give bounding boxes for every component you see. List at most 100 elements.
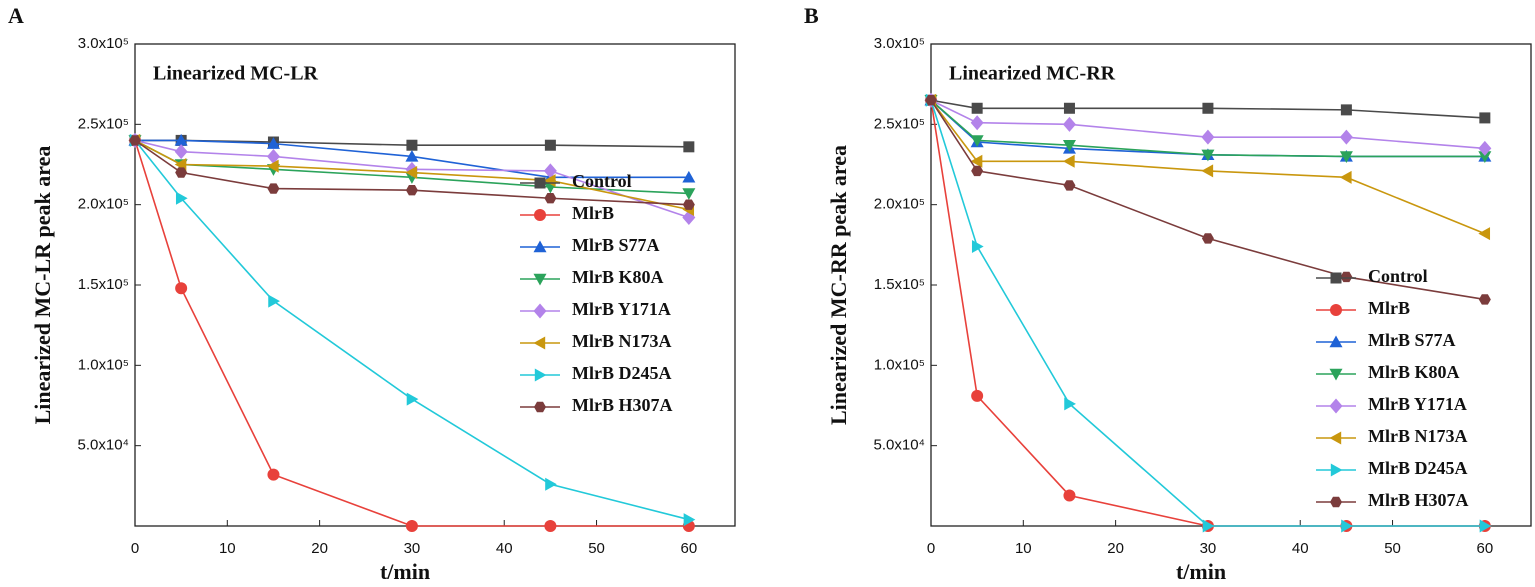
marker [405, 520, 418, 532]
marker [1062, 116, 1076, 132]
marker [543, 163, 557, 179]
y-tick-label: 1.0x10⁵ [78, 356, 129, 373]
marker [1201, 233, 1214, 244]
x-tick-label: 0 [927, 540, 935, 557]
legend-marker [1329, 431, 1342, 445]
marker [129, 135, 141, 146]
series-line [930, 99, 1485, 119]
annotation: Linearized MC-LR [153, 63, 319, 85]
marker [267, 468, 280, 481]
series-line [930, 99, 1485, 158]
x-tick-label: 40 [1292, 540, 1309, 557]
marker [1063, 180, 1076, 191]
legend-label: MlrB [572, 203, 614, 223]
x-tick-label: 20 [311, 540, 328, 557]
annotation: Linearized MC-RR [949, 63, 1116, 85]
legend-label: MlrB [1368, 298, 1410, 318]
marker [1202, 102, 1214, 114]
marker [1340, 271, 1353, 283]
marker [405, 166, 418, 180]
y-axis-label: Linearized MC-LR peak area [30, 146, 55, 425]
y-tick-label: 2.5x10⁵ [874, 115, 925, 132]
series-line [134, 139, 690, 211]
marker [405, 149, 419, 162]
series-line [134, 139, 690, 219]
marker [682, 170, 696, 183]
legend-marker [1329, 335, 1343, 348]
legend-label: MlrB S77A [572, 235, 660, 255]
series-line [930, 99, 1485, 301]
x-tick-label: 60 [681, 540, 698, 557]
marker [1478, 227, 1491, 241]
legend-marker [1329, 398, 1343, 414]
legend-label: MlrB N173A [1368, 426, 1467, 446]
marker [1063, 489, 1076, 502]
y-axis-label: Linearized MC-RR peak area [826, 145, 851, 425]
legend-label: MlrB S77A [1368, 330, 1456, 350]
marker [266, 159, 279, 173]
marker [1202, 519, 1215, 533]
marker [1339, 151, 1353, 163]
y-tick-label: 5.0x10⁴ [874, 437, 925, 454]
legend-marker [534, 368, 547, 382]
x-tick-label: 50 [1384, 540, 1401, 557]
y-tick-label: 1.5x10⁵ [78, 276, 129, 293]
marker [1479, 519, 1492, 533]
marker [543, 174, 556, 188]
marker [174, 144, 188, 160]
marker [1340, 104, 1352, 116]
y-tick-label: 5.0x10⁴ [78, 437, 129, 454]
legend-marker [1329, 368, 1343, 381]
y-tick-label: 2.0x10⁵ [78, 196, 129, 213]
marker [971, 165, 984, 177]
x-axis-label: t/min [380, 559, 430, 584]
x-tick-label: 10 [219, 540, 236, 557]
marker [1341, 519, 1353, 533]
series-line [930, 99, 1485, 150]
marker [682, 199, 695, 210]
marker [1201, 129, 1215, 145]
x-axis-label: t/min [1176, 559, 1226, 584]
legend-marker [533, 240, 547, 253]
marker [545, 477, 557, 491]
marker [544, 139, 556, 151]
legend-label: Control [1368, 266, 1428, 286]
marker [1062, 140, 1076, 152]
marker [971, 389, 984, 402]
legend-marker [1330, 496, 1342, 508]
marker [1062, 154, 1075, 168]
marker [682, 188, 696, 200]
marker [266, 137, 280, 149]
legend-label: MlrB H307A [572, 395, 673, 415]
legend-label: MlrB D245A [572, 363, 671, 383]
legend-marker [534, 177, 546, 189]
panel-label: B [804, 3, 819, 28]
marker [174, 133, 188, 146]
marker [1201, 164, 1214, 178]
marker [1478, 140, 1492, 156]
marker [175, 282, 188, 295]
marker [1064, 397, 1076, 411]
plot-frame [930, 43, 1532, 527]
y-tick-label: 1.5x10⁵ [874, 276, 925, 293]
marker [1063, 102, 1075, 114]
y-tick-label: 2.5x10⁵ [78, 115, 129, 132]
marker [683, 141, 695, 153]
marker [1479, 112, 1491, 124]
marker [266, 148, 280, 164]
series-line [135, 139, 689, 179]
legend-marker [1330, 304, 1342, 316]
legend-label: MlrB N173A [572, 331, 671, 351]
x-tick-label: 40 [496, 540, 513, 557]
y-tick-label: 2.0x10⁵ [874, 196, 925, 213]
marker [405, 185, 418, 196]
y-tick-label: 3.0x10⁵ [78, 35, 129, 52]
series-line [930, 99, 1486, 235]
marker [683, 513, 696, 527]
marker [406, 392, 419, 406]
legend-label: MlrB K80A [1368, 362, 1460, 382]
marker [406, 139, 418, 151]
y-tick-label: 1.0x10⁵ [874, 356, 925, 373]
marker [1339, 129, 1353, 145]
